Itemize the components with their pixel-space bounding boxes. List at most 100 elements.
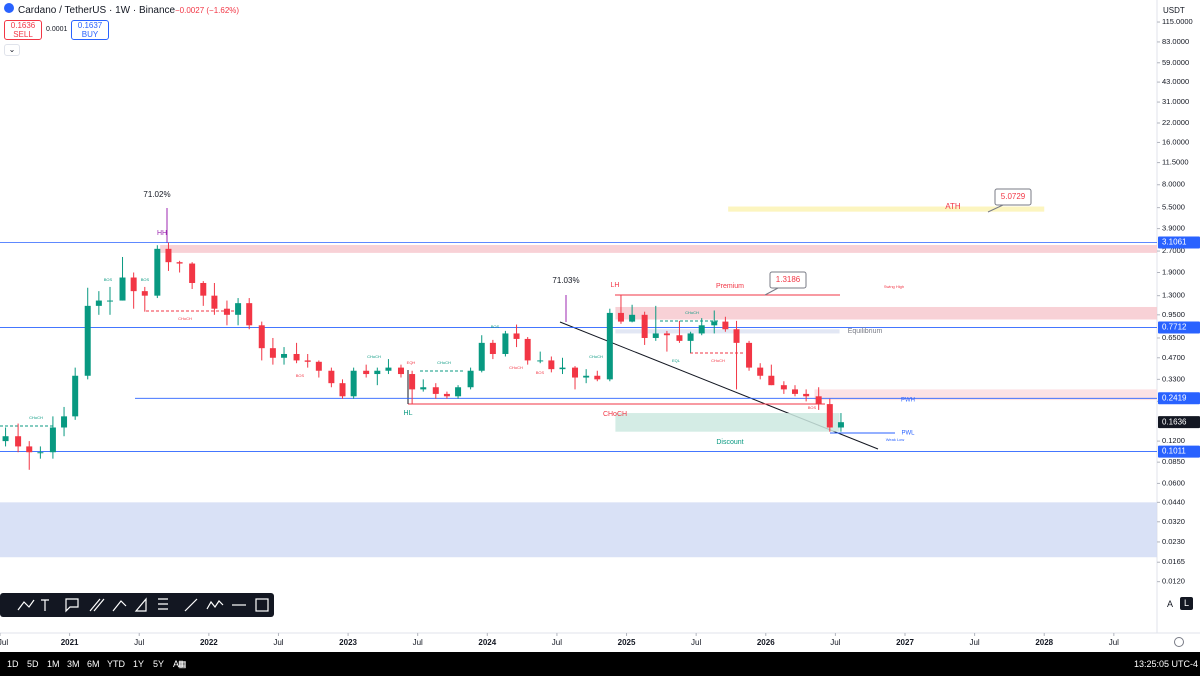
y-tick-label: 0.0230 (1162, 537, 1185, 546)
candle-body (130, 277, 137, 292)
annotation: PWL (901, 431, 915, 437)
candle-body (606, 312, 613, 380)
annotation: Weak Low (886, 437, 905, 442)
range-button[interactable]: 1D (7, 659, 19, 669)
range-button[interactable]: 5Y (153, 659, 165, 669)
candle-body (687, 333, 694, 341)
annotation: CHoCH (29, 415, 43, 420)
candle-body (711, 321, 718, 326)
callout-box (994, 188, 1032, 206)
annotation: PWH (901, 398, 915, 404)
candle-body (826, 404, 833, 428)
y-tick-label: 3.9000 (1162, 224, 1185, 233)
annotation: Discount (716, 439, 743, 446)
candle-body (803, 393, 810, 397)
candle-body (72, 375, 79, 417)
candle-body (768, 375, 775, 386)
candle-body (746, 342, 753, 368)
price-level-label: 3.1061 (1162, 238, 1187, 247)
x-tick-label: Jul (0, 638, 8, 647)
y-tick-label: 5.5000 (1162, 203, 1185, 212)
price-level-label: 0.1636 (1162, 417, 1187, 426)
candle-body (223, 308, 230, 315)
zone (160, 245, 1157, 253)
annotation: Swing High (884, 284, 904, 289)
candle-body (676, 335, 683, 341)
y-tick-label: 16.0000 (1162, 137, 1189, 146)
annotation: CHoCH (437, 360, 451, 365)
candle-body (281, 353, 288, 358)
x-tick-label: Jul (1109, 638, 1119, 647)
annotation: CHoCH (178, 316, 192, 321)
candle-body (374, 370, 381, 375)
annotation: BOS (491, 324, 500, 329)
sell-button[interactable]: 0.1636 SELL (4, 20, 42, 40)
candle-body (478, 342, 485, 371)
candle-body (513, 333, 520, 339)
y-tick-label: 0.0440 (1162, 497, 1185, 506)
annotation: BOS (808, 405, 817, 410)
zone (814, 389, 1157, 401)
candle-body (106, 300, 113, 302)
date-range-icon[interactable]: ▦ (178, 659, 187, 669)
range-button[interactable]: 6M (87, 659, 100, 669)
candle-body (350, 370, 357, 397)
auto-scale[interactable]: A (1167, 599, 1174, 609)
y-tick-label: 43.0000 (1162, 77, 1189, 86)
annotation: BOS (296, 373, 305, 378)
symbol-title[interactable]: Cardano / TetherUS · 1W · Binance (18, 5, 176, 16)
annotation: HL (404, 410, 413, 417)
candle-body (409, 374, 416, 390)
x-tick-label: 2023 (339, 638, 357, 647)
candle-body (235, 303, 242, 315)
annotation: EQL (672, 358, 681, 363)
collapse-button[interactable]: ⌄ (4, 44, 20, 56)
range-button[interactable]: 3M (67, 659, 80, 669)
candle-body (432, 387, 439, 394)
candle-body (165, 248, 172, 263)
annotation: CHoCH (603, 411, 627, 418)
candle-body (641, 314, 648, 338)
candle-body (211, 295, 218, 309)
annotation: BOS (104, 277, 113, 282)
candle-body (2, 436, 9, 442)
range-button[interactable]: YTD (107, 659, 125, 669)
range-button[interactable]: 1M (47, 659, 60, 669)
price-level-label: 0.1011 (1162, 447, 1186, 456)
y-tick-label: 1.9000 (1162, 267, 1185, 276)
range-button[interactable]: All (173, 659, 184, 669)
buy-button[interactable]: 0.1637 BUY (71, 20, 109, 40)
callout-pointer (764, 287, 779, 296)
currency[interactable]: USDT (1163, 6, 1185, 15)
x-tick-label: Jul (969, 638, 979, 647)
candle-body (246, 303, 253, 326)
y-tick-label: 1.3000 (1162, 291, 1185, 300)
y-tick-label: 0.6500 (1162, 333, 1185, 342)
range-button[interactable]: 1Y (133, 659, 145, 669)
x-tick-label: 2024 (478, 638, 496, 647)
price-level-tag (1158, 236, 1200, 249)
candle-body (443, 393, 450, 397)
y-tick-label: 0.0320 (1162, 517, 1185, 526)
candle-body (757, 367, 764, 376)
candle-body (652, 333, 659, 338)
callout-pointer (987, 204, 1004, 213)
candle-body (49, 427, 56, 453)
annotation: EQH (407, 360, 416, 365)
zone (728, 206, 1045, 212)
candle-body (733, 329, 740, 343)
zone (615, 329, 840, 334)
annotation: ATH (945, 202, 961, 211)
y-tick-label: 83.0000 (1162, 37, 1189, 46)
candle-body (489, 342, 496, 354)
annotation: CHoCH (711, 358, 725, 363)
candle-body (455, 387, 462, 397)
range-button[interactable]: 5D (27, 659, 39, 669)
candle-body (559, 367, 566, 370)
settings-icon[interactable] (1174, 637, 1184, 647)
log-scale[interactable]: L (1180, 597, 1193, 610)
candle-body (269, 348, 276, 358)
annotation: BOS (536, 370, 545, 375)
annotation: Equilibrium (848, 328, 883, 335)
candle-body (420, 387, 427, 390)
